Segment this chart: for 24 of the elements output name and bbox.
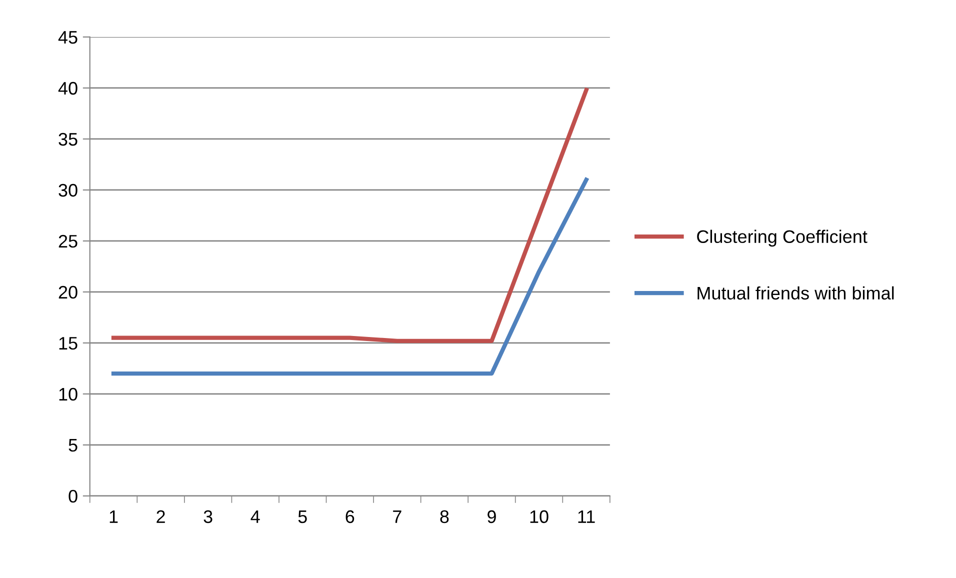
x-tick-label: 10 [530,510,548,524]
x-tick-label: 6 [346,510,354,524]
y-tick-label: 10 [59,388,78,401]
legend-label: Clustering Coefficient [697,230,868,247]
line-series [111,88,588,343]
y-tick-label: 30 [58,184,78,197]
y-tick-label: 5 [68,439,78,452]
y-tick-label: 45 [58,31,78,44]
x-tick-label: 8 [440,510,449,524]
x-tick-label: 11 [578,510,595,523]
x-tick-label: 2 [156,510,165,523]
x-tick-label: 9 [488,510,496,524]
x-tick-label: 7 [393,510,402,523]
x-tick-label: 3 [204,510,212,524]
y-tick-label: 35 [58,132,78,146]
x-tick-label: 1 [110,510,118,523]
x-tick-label: 5 [298,510,307,524]
y-tick-label: 15 [59,337,78,350]
y-tick-label: 25 [58,234,78,248]
y-tick-label: 40 [58,82,78,95]
y-tick-label: 0 [68,490,78,503]
y-tick-label: 20 [58,286,78,299]
x-tick-label: 4 [250,510,260,523]
legend-label: Mutual friends with bimal [698,286,894,300]
